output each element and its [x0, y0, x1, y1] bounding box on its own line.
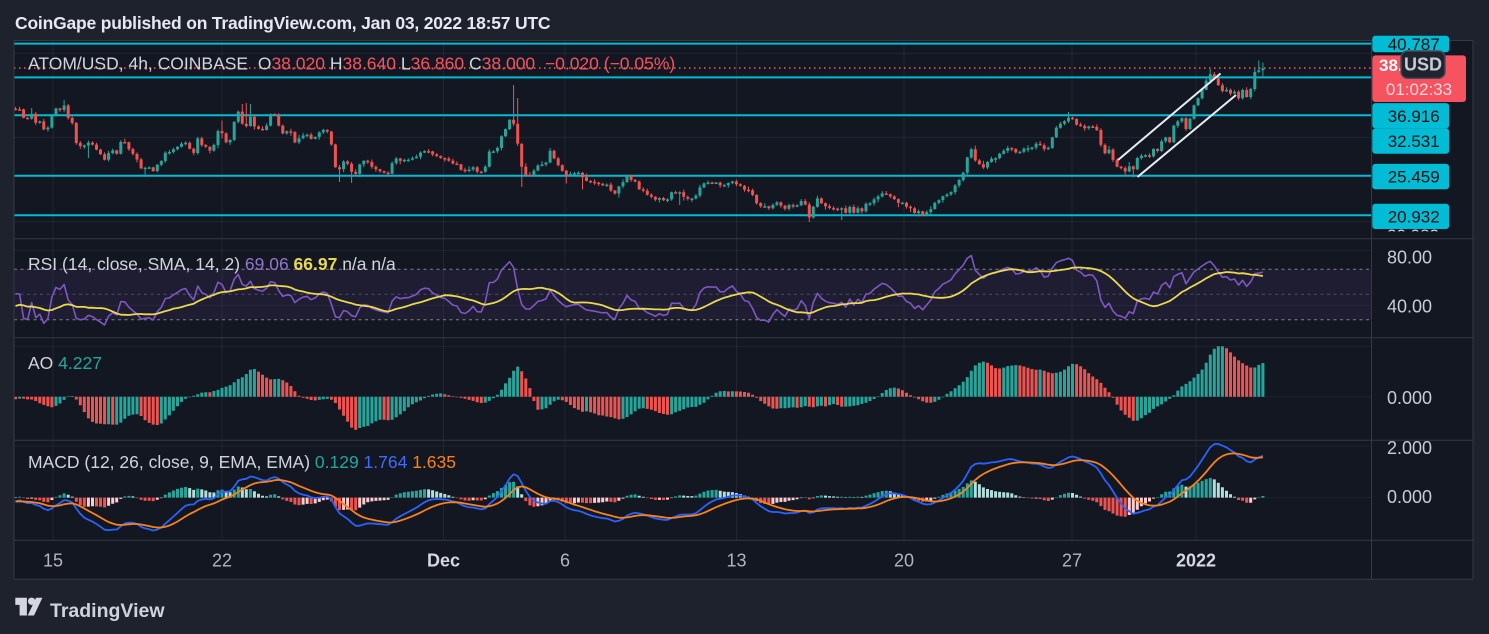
svg-text:MACD (12, 26, close, 9, EMA, E: MACD (12, 26, close, 9, EMA, EMA) 0.129 …: [28, 452, 456, 472]
svg-text:20.932: 20.932: [1388, 207, 1440, 226]
svg-text:13: 13: [726, 551, 746, 571]
svg-text:40.787: 40.787: [1388, 35, 1440, 54]
svg-text:80.00: 80.00: [1387, 248, 1432, 268]
svg-text:0.000: 0.000: [1387, 487, 1432, 507]
svg-text:ATOM/USD, 4h, COINBASE O38.02: ATOM/USD, 4h, COINBASE O38.020 H38.640 L…: [28, 54, 675, 74]
svg-text:20.982: 20.982: [1387, 226, 1439, 245]
svg-text:RSI (14, close, SMA, 14, 2) 69: RSI (14, close, SMA, 14, 2) 69.06 66.97 …: [28, 254, 396, 274]
svg-text:15: 15: [43, 551, 63, 571]
svg-text:USD: USD: [1404, 54, 1442, 74]
svg-text:32.531: 32.531: [1388, 132, 1440, 151]
svg-text:AO 4.227: AO 4.227: [28, 353, 102, 373]
svg-text:Dec: Dec: [427, 551, 460, 571]
svg-text:40.00: 40.00: [1387, 296, 1432, 316]
svg-text:2022: 2022: [1176, 551, 1216, 571]
svg-text:0.000: 0.000: [1387, 388, 1432, 408]
svg-text:20: 20: [894, 551, 914, 571]
svg-text:27: 27: [1062, 551, 1082, 571]
svg-text:2.000: 2.000: [1387, 438, 1432, 458]
svg-text:01:02:33: 01:02:33: [1386, 80, 1452, 99]
svg-text:25.459: 25.459: [1388, 168, 1440, 187]
svg-text:22: 22: [212, 551, 232, 571]
svg-text:6: 6: [560, 551, 570, 571]
svg-text:TradingView: TradingView: [50, 600, 165, 622]
svg-text:CoinGape published on TradingV: CoinGape published on TradingView.com, J…: [15, 13, 551, 33]
svg-text:36.916: 36.916: [1388, 107, 1440, 126]
